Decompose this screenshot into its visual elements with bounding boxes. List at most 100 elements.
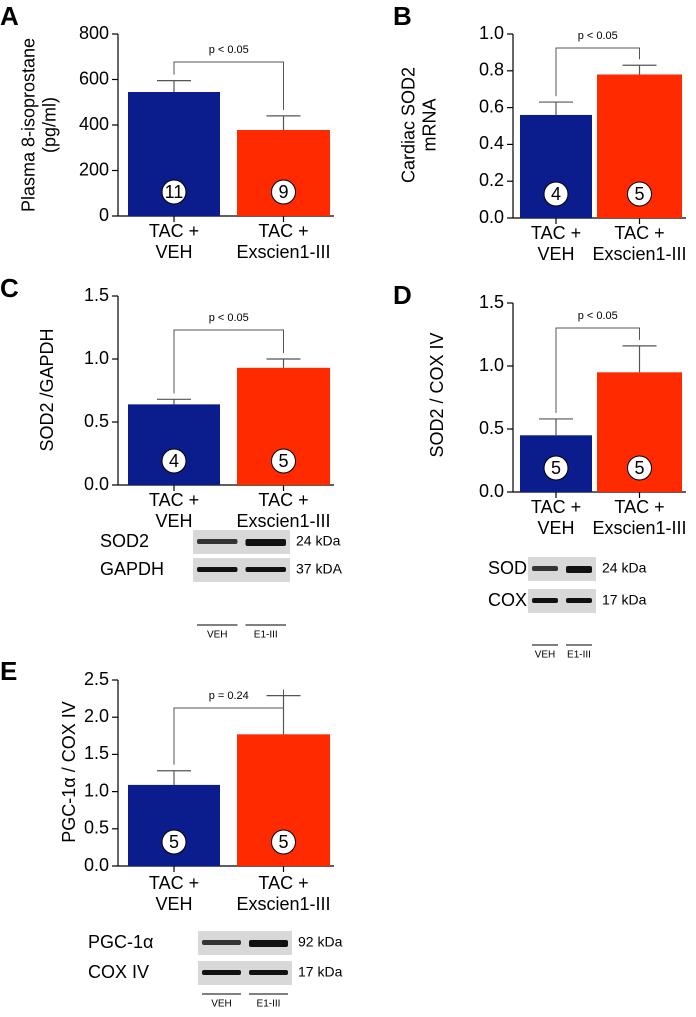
panel-letter: E [0, 656, 17, 686]
x-tick-label: TAC + [258, 873, 308, 893]
x-tick-label: VEH [537, 518, 574, 538]
annotation: p = 0.24 [209, 690, 249, 702]
y-axis-label: SOD2 / COX IV [427, 332, 447, 457]
y-axis-label: Cardiac SOD2 [398, 67, 418, 183]
blot-protein-label: COX IV [88, 962, 149, 982]
y-tick-label: 0.5 [479, 418, 504, 438]
blot-band [566, 598, 592, 603]
x-tick-label: Exscien1-III [236, 511, 330, 531]
n-label: 9 [278, 182, 288, 202]
y-tick-label: 1.5 [84, 285, 109, 305]
n-label: 5 [551, 458, 561, 478]
blot-band [197, 567, 238, 572]
n-marker [543, 181, 569, 207]
x-tick-label: VEH [537, 244, 574, 264]
x-tick-label: TAC + [258, 490, 308, 510]
blot-size-label: 24 kDa [296, 533, 341, 549]
blot-protein-label: PGC-1α [88, 932, 153, 952]
y-tick-label: 0.2 [479, 170, 504, 190]
x-tick-label: VEH [155, 242, 192, 262]
blot-band [566, 566, 592, 573]
n-marker [543, 455, 569, 481]
n-marker [271, 448, 296, 474]
panel-letter: A [0, 1, 19, 31]
annotation: p < 0.05 [209, 44, 249, 56]
n-label: 4 [169, 451, 179, 471]
x-tick-label: Exscien1-III [236, 242, 330, 262]
n-label: 4 [551, 184, 561, 204]
y-tick-label: 0.5 [84, 411, 109, 431]
annotation: p < 0.05 [209, 312, 249, 324]
lane-label: VEH [535, 650, 556, 661]
n-label: 5 [278, 832, 288, 852]
x-tick-label: Exscien1-III [592, 518, 686, 538]
x-tick-label: TAC + [614, 223, 664, 243]
n-label: 5 [278, 451, 288, 471]
y-tick-label: 800 [79, 23, 109, 43]
annotation: p < 0.05 [578, 30, 618, 42]
y-tick-label: 0.0 [479, 207, 504, 227]
blot-band [245, 567, 286, 572]
blot-protein-label: GAPDH [100, 559, 164, 579]
n-label: 5 [634, 184, 644, 204]
y-tick-label: 0.5 [84, 818, 109, 838]
y-tick-label: 1.5 [479, 292, 504, 312]
blot-size-label: 37 kDA [296, 561, 343, 577]
annotation: p < 0.05 [578, 310, 618, 322]
blot-protein-label: SOD2 [488, 558, 537, 578]
y-axis-label: SOD2 /GAPDH [37, 328, 57, 451]
y-tick-label: 400 [79, 114, 109, 134]
significance-bracket [173, 329, 284, 394]
y-tick-label: 2.5 [84, 669, 109, 689]
y-tick-label: 1.0 [84, 780, 109, 800]
y-tick-label: 600 [79, 68, 109, 88]
y-tick-label: 1.0 [84, 348, 109, 368]
lane-label: E1-III [257, 999, 281, 1010]
blot-band [197, 539, 238, 544]
n-marker [161, 179, 187, 205]
y-tick-label: 0.6 [479, 96, 504, 116]
lane-label: VEH [207, 630, 228, 641]
blot-protein-label: SOD2 [100, 531, 149, 551]
y-axis-label: (pg/ml) [39, 97, 59, 153]
blot-band [202, 940, 241, 945]
panel-letter: B [393, 1, 412, 31]
significance-bracket [173, 61, 284, 110]
y-tick-label: 1.0 [479, 355, 504, 375]
y-tick-label: 0.4 [479, 133, 504, 153]
significance-bracket [555, 47, 640, 97]
y-tick-label: 1.5 [84, 743, 109, 763]
x-tick-label: TAC + [531, 223, 581, 243]
y-tick-label: 200 [79, 159, 109, 179]
y-tick-label: 0 [99, 205, 109, 225]
y-tick-label: 0.0 [84, 474, 109, 494]
blot-size-label: 24 kDa [602, 560, 647, 576]
n-label: 5 [169, 832, 179, 852]
y-axis-label: PGC-1α / COX IV [59, 701, 79, 842]
blot-size-label: 17 kDa [298, 964, 343, 980]
significance-bracket [173, 689, 284, 765]
blot-band [532, 598, 558, 603]
blot-size-label: 92 kDa [298, 934, 343, 950]
y-tick-label: 1.0 [479, 23, 504, 43]
n-marker [627, 455, 652, 481]
x-tick-label: Exscien1-III [236, 894, 330, 914]
n-marker [161, 448, 187, 474]
blot-size-label: 17 kDa [602, 592, 647, 608]
blot-band [202, 970, 241, 975]
lane-label: VEH [211, 999, 232, 1010]
y-axis-label: mRNA [419, 99, 439, 152]
n-label: 5 [634, 458, 644, 478]
blot-band [532, 566, 558, 571]
n-marker [627, 181, 652, 207]
x-tick-label: TAC + [614, 497, 664, 517]
panel-letter: D [393, 280, 412, 310]
x-tick-label: VEH [155, 511, 192, 531]
x-tick-label: TAC + [149, 873, 199, 893]
y-tick-label: 0.0 [84, 855, 109, 875]
x-tick-label: TAC + [258, 221, 308, 241]
y-tick-label: 0.0 [479, 481, 504, 501]
blot-band [245, 539, 286, 546]
n-label: 11 [165, 182, 184, 202]
